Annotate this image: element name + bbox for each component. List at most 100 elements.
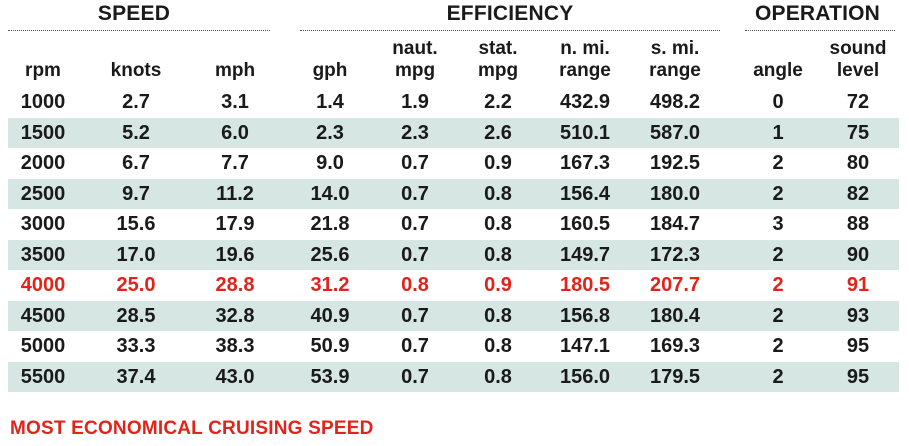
table-row: 5000 33.3 38.3 50.9 0.7 0.8 147.1 169.3 2 95 xyxy=(8,331,899,362)
cell-angle: 2 xyxy=(772,335,784,357)
cell-knots: 25.0 xyxy=(116,274,156,296)
cell-angle: 2 xyxy=(772,304,784,327)
cell-sound-level: 91 xyxy=(846,274,870,296)
cell-rpm: 1500 xyxy=(20,121,66,144)
cell-knots: 37.4 xyxy=(116,365,156,388)
cell-rpm: 1000 xyxy=(20,91,66,113)
cell-knots: 33.3 xyxy=(116,335,156,357)
cell-s-mi-range: 184.7 xyxy=(649,213,701,235)
cell-naut-mpg: 0.7 xyxy=(401,365,429,388)
cell-n-mi-range: 510.1 xyxy=(559,121,611,144)
cell-stat-mpg: 0.8 xyxy=(484,335,512,357)
cell-mph: 32.8 xyxy=(215,304,255,327)
cell-naut-mpg: 0.7 xyxy=(401,152,429,174)
group-divider-efficiency xyxy=(300,30,720,31)
table-row: 2500 9.7 11.2 14.0 0.7 0.8 156.4 180.0 2 82 xyxy=(8,178,899,209)
column-header-line: mpg xyxy=(394,60,436,81)
cell-gph: 1.4 xyxy=(316,91,344,113)
cell-mph: 17.9 xyxy=(215,213,255,235)
table-row: 1500 5.2 6.0 2.3 2.3 2.6 510.1 587.0 1 75 xyxy=(8,117,899,148)
cell-stat-mpg: 0.8 xyxy=(484,213,512,235)
cell-mph: 43.0 xyxy=(215,365,255,388)
cell-gph: 53.9 xyxy=(310,365,350,388)
cell-s-mi-range: 180.0 xyxy=(649,182,701,205)
group-header-efficiency: EFFICIENCY xyxy=(446,2,574,25)
cell-mph: 3.1 xyxy=(221,91,249,113)
group-header-speed: SPEED xyxy=(97,2,171,25)
cell-naut-mpg: 0.7 xyxy=(401,182,429,205)
cell-gph: 14.0 xyxy=(310,182,350,205)
cell-knots: 6.7 xyxy=(122,152,150,174)
cell-sound-level: 88 xyxy=(846,213,870,235)
group-header-operation: OPERATION xyxy=(754,2,881,25)
cell-n-mi-range: 149.7 xyxy=(559,243,611,266)
column-header-line: mpg xyxy=(477,60,519,81)
cell-n-mi-range: 180.5 xyxy=(559,274,611,296)
cell-mph: 7.7 xyxy=(221,152,249,174)
performance-table: 1000 2.7 3.1 1.4 1.9 2.2 432.9 498.2 0 72 1500 5.2 6… xyxy=(8,87,899,392)
column-header-line: s. mi. xyxy=(650,38,700,59)
cell-angle: 2 xyxy=(772,274,784,296)
group-divider-operation xyxy=(745,30,895,31)
cell-naut-mpg: 0.8 xyxy=(401,274,429,296)
group-divider-speed xyxy=(8,30,270,31)
cell-naut-mpg: 1.9 xyxy=(401,91,429,113)
cell-knots: 2.7 xyxy=(122,91,150,113)
cell-angle: 0 xyxy=(772,91,784,113)
column-header-naut-mpg: naut. mpg xyxy=(380,34,450,82)
table-row: 3000 15.6 17.9 21.8 0.7 0.8 160.5 184.7 3 88 xyxy=(8,209,899,240)
cell-rpm: 2000 xyxy=(20,152,66,174)
column-header-line: sound xyxy=(829,38,887,59)
cell-gph: 50.9 xyxy=(310,335,350,357)
cell-n-mi-range: 156.0 xyxy=(559,365,611,388)
column-header-line: naut. xyxy=(392,38,438,59)
cell-s-mi-range: 587.0 xyxy=(649,121,701,144)
cell-s-mi-range: 207.7 xyxy=(649,274,701,296)
cell-mph: 19.6 xyxy=(215,243,255,266)
cell-rpm: 3000 xyxy=(20,213,66,235)
cell-stat-mpg: 2.2 xyxy=(484,91,512,113)
cell-rpm: 3500 xyxy=(20,243,66,266)
cell-mph: 38.3 xyxy=(215,335,255,357)
cell-stat-mpg: 0.8 xyxy=(484,365,512,388)
column-header-line: level xyxy=(836,60,880,81)
table-row: 2000 6.7 7.7 9.0 0.7 0.9 167.3 192.5 2 80 xyxy=(8,148,899,179)
cell-n-mi-range: 160.5 xyxy=(559,213,611,235)
column-header-sound-level: sound level xyxy=(818,34,898,82)
cell-mph: 28.8 xyxy=(215,274,255,296)
cell-naut-mpg: 0.7 xyxy=(401,335,429,357)
column-header-s-mi-range: s. mi. range xyxy=(635,34,715,82)
column-header-line: n. mi. xyxy=(560,38,610,59)
cell-angle: 2 xyxy=(772,182,784,205)
column-header-knots: knots xyxy=(96,34,176,82)
cell-angle: 2 xyxy=(772,243,784,266)
cell-sound-level: 95 xyxy=(846,365,870,388)
cell-s-mi-range: 169.3 xyxy=(649,335,701,357)
cell-naut-mpg: 0.7 xyxy=(401,304,429,327)
cell-knots: 5.2 xyxy=(122,121,150,144)
cell-gph: 31.2 xyxy=(310,274,350,296)
cell-rpm: 5500 xyxy=(20,365,66,388)
table-row: 1000 2.7 3.1 1.4 1.9 2.2 432.9 498.2 0 72 xyxy=(8,87,899,118)
cell-mph: 11.2 xyxy=(216,182,254,205)
cell-rpm: 2500 xyxy=(20,182,66,205)
cell-angle: 1 xyxy=(772,121,784,144)
cell-n-mi-range: 156.4 xyxy=(559,182,611,205)
cell-s-mi-range: 192.5 xyxy=(649,152,701,174)
cell-angle: 2 xyxy=(772,152,784,174)
cell-n-mi-range: 156.8 xyxy=(559,304,611,327)
cell-stat-mpg: 0.9 xyxy=(484,152,512,174)
cell-rpm: 4500 xyxy=(20,304,66,327)
column-header-n-mi-range: n. mi. range xyxy=(545,34,625,82)
cell-rpm: 4000 xyxy=(20,274,66,296)
cell-sound-level: 75 xyxy=(846,121,870,144)
column-header-line: range xyxy=(559,60,611,81)
cell-angle: 2 xyxy=(772,365,784,388)
column-header-angle: angle xyxy=(742,34,814,82)
column-header-line: knots xyxy=(110,60,162,81)
cell-stat-mpg: 0.8 xyxy=(484,182,512,205)
cell-knots: 28.5 xyxy=(116,304,156,327)
cell-knots: 17.0 xyxy=(116,243,156,266)
cell-stat-mpg: 0.8 xyxy=(484,243,512,266)
column-header-line: angle xyxy=(753,60,803,81)
